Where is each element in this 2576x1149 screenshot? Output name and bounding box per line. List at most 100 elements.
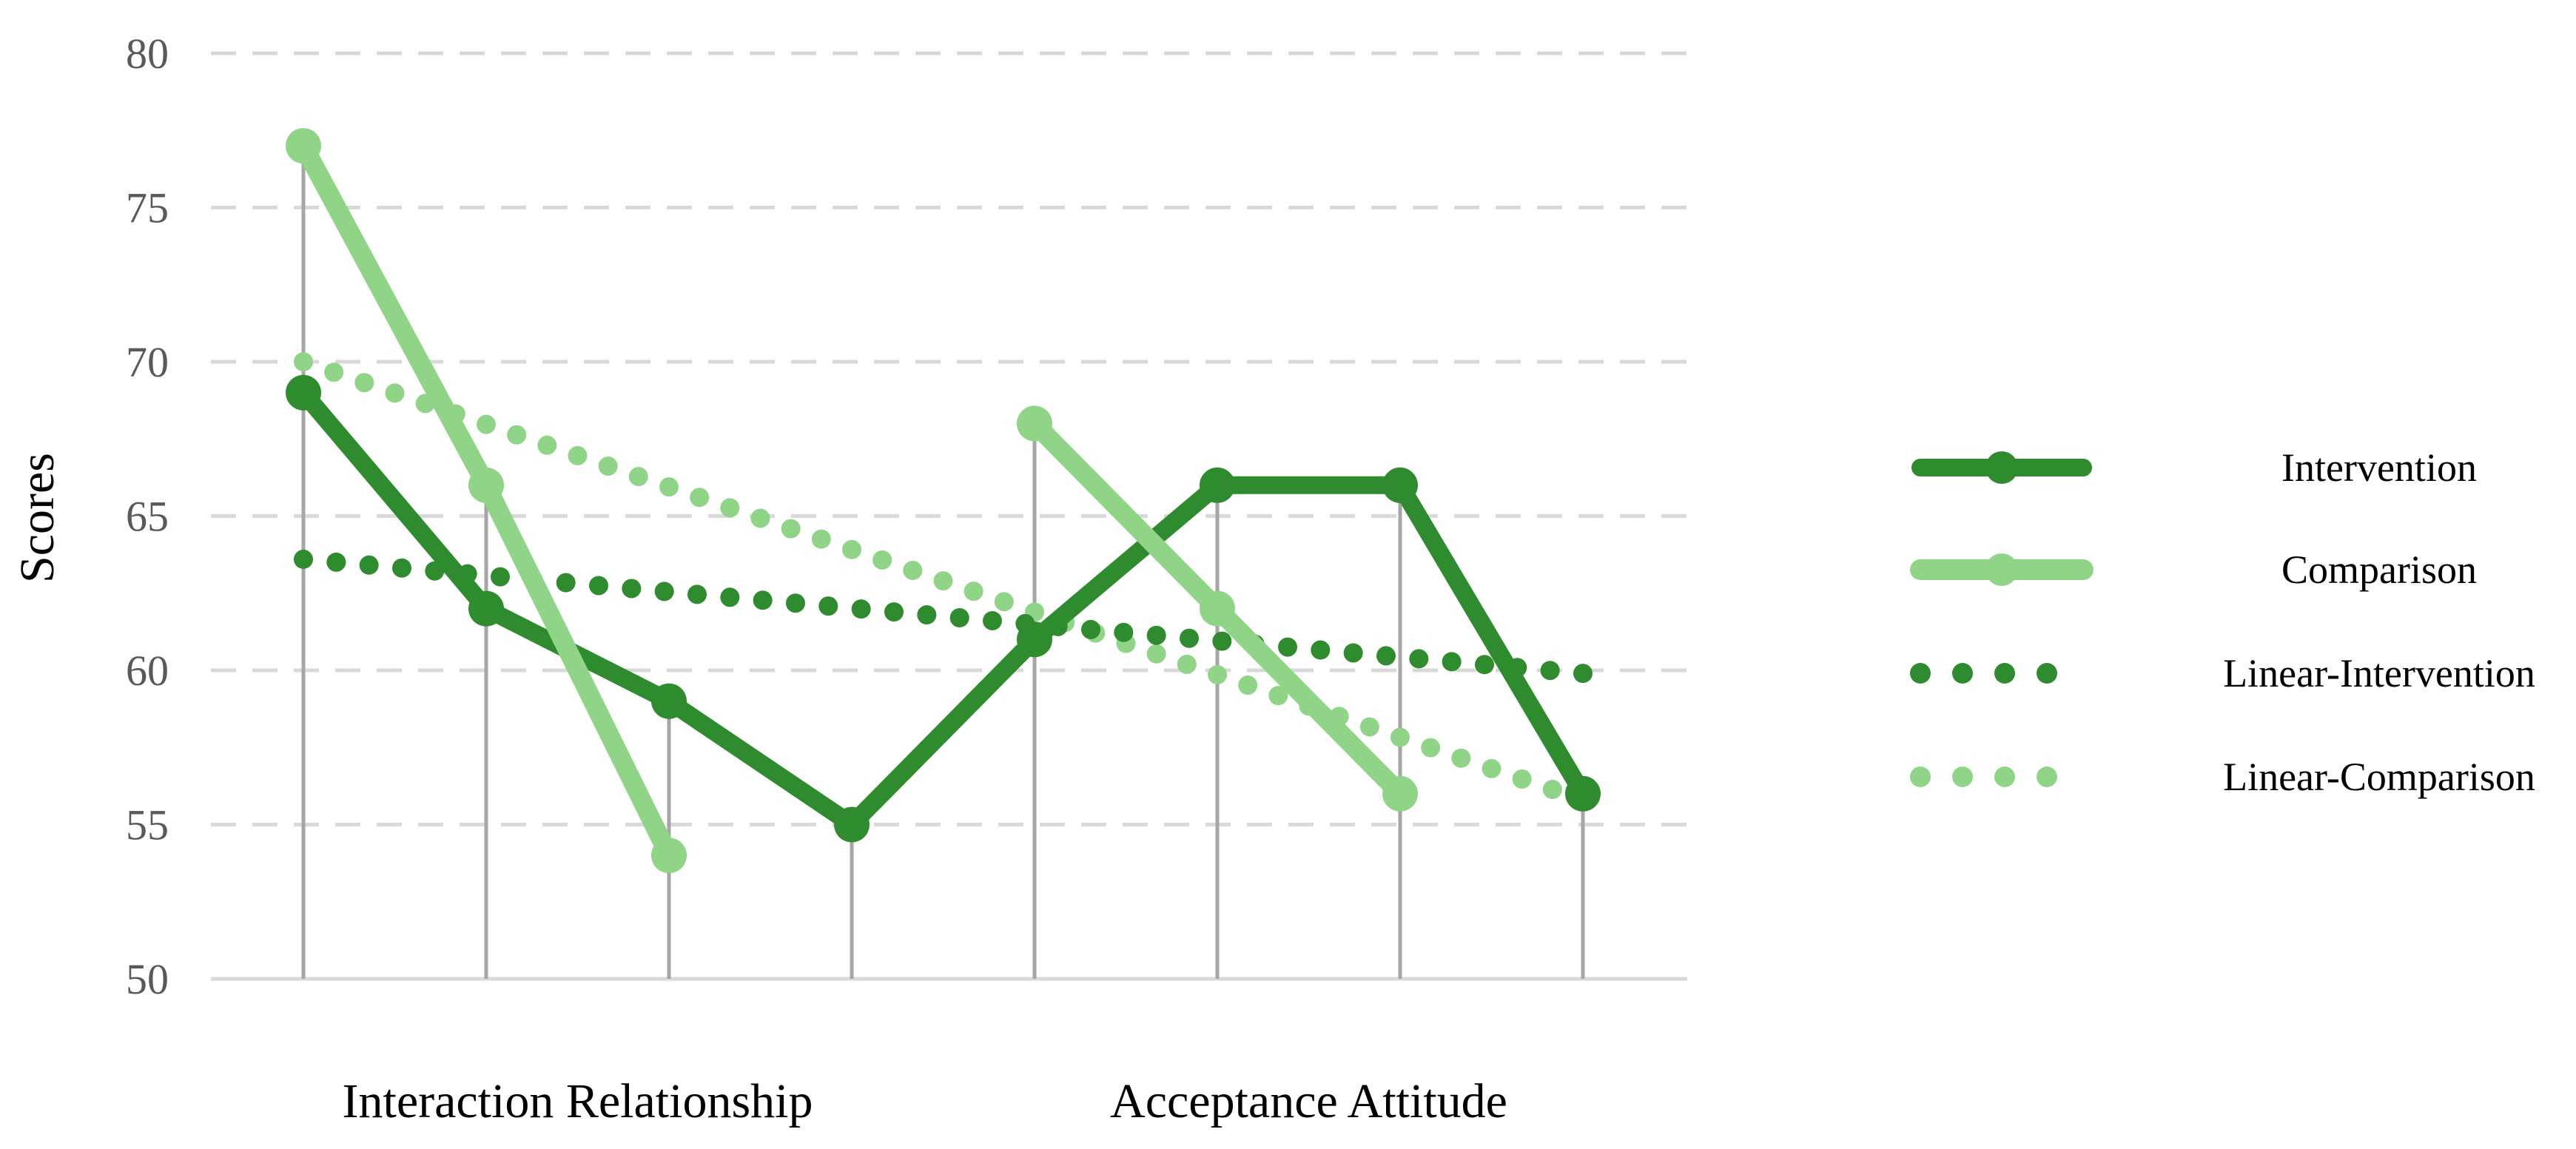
trend-dot-1-24 xyxy=(1081,619,1100,639)
trend-dot-1-17 xyxy=(851,599,871,619)
legend-swatch-dot-2 xyxy=(1994,766,2015,787)
trend-dot-1-20 xyxy=(949,608,969,628)
category-labels: Interaction Relationship Acceptance Attit… xyxy=(343,1074,1507,1128)
series-linear-comparison xyxy=(294,352,1593,810)
series-intervention xyxy=(286,374,1601,843)
trend-dot-0-28 xyxy=(1146,644,1166,664)
trend-dot-1-38 xyxy=(1540,661,1560,681)
trend-dot-1-16 xyxy=(818,596,838,616)
legend-swatch-dot-0 xyxy=(1910,663,1931,684)
legend-label: Comparison xyxy=(2281,547,2477,592)
trend-dot-1-3 xyxy=(392,558,411,578)
trend-dot-0-20 xyxy=(903,560,923,580)
y-tick-label-75: 75 xyxy=(126,184,169,232)
data-point xyxy=(1017,405,1052,442)
trend-dot-0-10 xyxy=(598,456,618,476)
y-tick-label-70: 70 xyxy=(126,338,169,386)
trend-dot-0-19 xyxy=(872,550,892,570)
y-tick-label-65: 65 xyxy=(126,493,169,541)
y-tick-label-55: 55 xyxy=(126,801,169,849)
trend-dot-1-27 xyxy=(1180,628,1199,648)
trend-dot-0-22 xyxy=(964,582,983,602)
trend-dot-1-2 xyxy=(359,555,379,575)
data-point xyxy=(1200,590,1235,627)
trend-dot-0-14 xyxy=(720,498,740,518)
trend-dot-0-21 xyxy=(933,571,953,591)
legend: Intervention Comparison Linear-Interventio… xyxy=(1910,445,2535,799)
trend-dot-1-8 xyxy=(556,573,576,593)
trend-dot-1-25 xyxy=(1114,622,1134,642)
trend-dot-0-6 xyxy=(477,414,496,434)
y-tick-labels: 50 55 60 65 70 75 80 xyxy=(126,30,169,1003)
trend-dot-0-38 xyxy=(1451,748,1471,768)
series-lines xyxy=(286,128,1601,874)
trend-dot-0-37 xyxy=(1421,738,1441,758)
legend-swatch-marker xyxy=(1985,553,2018,586)
trend-dot-1-28 xyxy=(1212,631,1232,651)
legend-entry-intervention: Intervention xyxy=(1911,445,2477,490)
trend-dot-0-35 xyxy=(1359,717,1379,737)
legend-swatch-dot-1 xyxy=(1952,766,1973,787)
trend-dot-1-31 xyxy=(1311,640,1331,660)
trend-dot-1-36 xyxy=(1475,655,1494,675)
data-point xyxy=(468,467,504,503)
trend-dot-0-31 xyxy=(1238,675,1258,695)
trend-dot-1-18 xyxy=(884,602,904,622)
trend-dot-1-14 xyxy=(753,590,773,610)
trend-dot-0-16 xyxy=(781,519,801,539)
trend-dot-1-9 xyxy=(589,576,608,596)
legend-swatch-marker xyxy=(1985,451,2018,484)
data-point xyxy=(1382,775,1418,812)
trend-dot-1-21 xyxy=(983,610,1002,630)
trend-dot-0-8 xyxy=(537,435,557,455)
trend-dot-0-3 xyxy=(385,383,405,403)
category-label-0: Interaction Relationship xyxy=(343,1074,813,1128)
trend-dot-0-40 xyxy=(1512,769,1532,789)
trend-dot-0-15 xyxy=(750,508,770,528)
trend-dot-0-0 xyxy=(294,352,313,371)
legend-swatch-dot-2 xyxy=(1994,663,2015,684)
gridlines xyxy=(211,51,1687,981)
trend-dot-1-26 xyxy=(1146,625,1166,645)
trend-dot-1-0 xyxy=(294,549,313,569)
trend-dot-0-36 xyxy=(1390,727,1410,747)
data-point xyxy=(286,128,321,164)
legend-entry-linear-comparison: Linear-Comparison xyxy=(1910,755,2535,799)
trend-dot-0-11 xyxy=(628,467,648,487)
trend-dot-0-18 xyxy=(842,539,861,559)
trend-dot-1-30 xyxy=(1278,637,1297,657)
legend-swatch-dot-3 xyxy=(2037,663,2057,684)
data-point xyxy=(651,683,687,719)
legend-label: Linear-Intervention xyxy=(2223,651,2535,695)
y-tick-label-60: 60 xyxy=(126,647,169,695)
drop-lines xyxy=(301,146,1585,979)
trend-dot-1-19 xyxy=(917,605,937,625)
data-point xyxy=(1017,621,1052,658)
trend-dot-1-10 xyxy=(622,579,642,599)
trend-dot-1-32 xyxy=(1343,643,1363,663)
y-tick-label-80: 80 xyxy=(126,30,169,78)
trend-dot-1-1 xyxy=(326,552,346,572)
trend-dot-1-12 xyxy=(687,584,707,604)
y-tick-label-50: 50 xyxy=(126,955,169,1003)
legend-entry-comparison: Comparison xyxy=(1910,547,2477,592)
trend-dot-1-6 xyxy=(491,567,510,587)
trend-dot-1-13 xyxy=(720,587,740,607)
legend-swatch-dot-0 xyxy=(1910,766,1931,787)
trend-dot-0-23 xyxy=(994,592,1014,612)
data-point xyxy=(1565,775,1601,812)
series-line-segment-0 xyxy=(295,383,1592,834)
trend-dot-0-41 xyxy=(1542,780,1562,800)
legend-label: Linear-Comparison xyxy=(2223,755,2535,799)
data-point xyxy=(468,590,504,627)
trend-dot-1-15 xyxy=(786,593,805,613)
data-point xyxy=(1382,467,1418,503)
legend-swatch-dot-3 xyxy=(2037,766,2057,787)
trend-dot-1-11 xyxy=(654,582,674,602)
trend-dot-0-29 xyxy=(1177,654,1197,674)
trend-dot-0-2 xyxy=(354,373,374,393)
data-point xyxy=(651,838,687,874)
trend-dot-1-39 xyxy=(1573,664,1593,684)
data-point xyxy=(1200,467,1235,503)
